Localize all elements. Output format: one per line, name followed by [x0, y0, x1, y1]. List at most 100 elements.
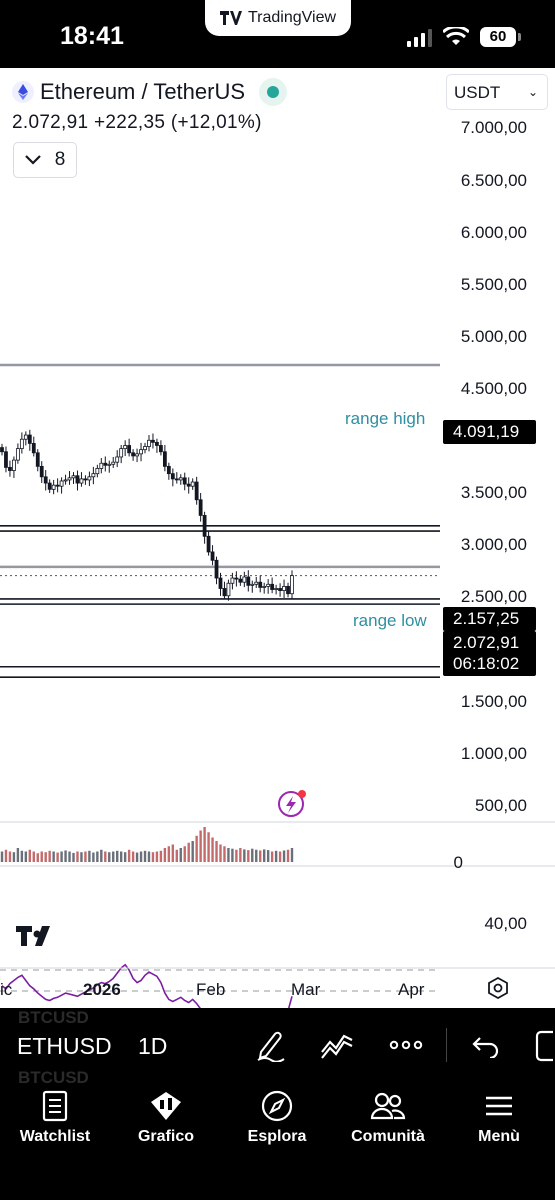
time-axis-label: 2026 — [83, 980, 121, 999]
volume-bar — [143, 850, 147, 862]
symbol-search-button[interactable]: ETHUSD — [17, 1033, 112, 1059]
candle-body — [230, 577, 235, 584]
candle-body — [218, 577, 223, 589]
last-price-tag: 2.072,91 — [443, 631, 536, 655]
candle-body — [202, 515, 207, 537]
price-axis-label: 1.000,00 — [460, 744, 527, 763]
more-icon[interactable] — [389, 1040, 423, 1050]
volume-bar — [211, 837, 214, 862]
chart-settings-icon[interactable] — [487, 977, 509, 999]
candle-body — [290, 575, 294, 595]
range-high-label[interactable]: range high — [345, 409, 426, 428]
volume-bar — [274, 850, 278, 862]
candle-body — [222, 588, 227, 597]
volume-bar — [167, 846, 171, 862]
candle-body — [115, 456, 120, 463]
candle-body — [8, 467, 12, 471]
symbol-title: Ethereum / TetherUS — [40, 79, 246, 104]
candle-body — [131, 452, 135, 457]
currency-select[interactable]: USDT ⌄ — [446, 74, 548, 110]
alert-flash-icon[interactable] — [278, 790, 306, 817]
candle-body — [55, 484, 60, 487]
candle-body — [190, 481, 195, 487]
nav-explore[interactable]: Esplora — [222, 1090, 332, 1146]
price-axis-label: 1.500,00 — [460, 692, 527, 711]
time-axis-label: ic — [0, 980, 13, 999]
candle-body — [47, 482, 52, 490]
candle-body — [242, 576, 247, 583]
drawing-pen-icon[interactable] — [255, 1028, 287, 1062]
price-axis-label: 5.500,00 — [460, 275, 527, 294]
volume-bar — [251, 848, 254, 862]
candle-body — [15, 448, 20, 461]
volume-bar — [266, 850, 270, 862]
candle-body — [143, 446, 147, 451]
candle-body — [4, 451, 8, 468]
nav-community[interactable]: Comunità — [333, 1090, 443, 1146]
volume-bar — [48, 850, 51, 862]
candle-body — [103, 462, 108, 466]
volume-bar — [52, 851, 55, 862]
volume-bar — [60, 851, 63, 862]
volume-bar — [88, 850, 91, 862]
candle-body — [182, 477, 187, 485]
candle-body — [278, 588, 282, 591]
volume-bar — [20, 850, 24, 862]
rsi-line — [1, 963, 293, 1008]
chart-plot[interactable] — [0, 68, 555, 1008]
nav-watchlist[interactable]: Watchlist — [0, 1090, 110, 1146]
volume-bar — [135, 852, 139, 862]
volume-bar — [56, 852, 59, 862]
tradingview-watermark-icon — [16, 926, 50, 946]
volume-bar — [199, 830, 202, 862]
candle-body — [23, 434, 28, 440]
volume-bar — [112, 851, 115, 862]
fullscreen-icon[interactable] — [535, 1030, 555, 1062]
price-axis-label: 4.500,00 — [460, 379, 527, 398]
candle-body — [147, 439, 151, 447]
tradingview-pill[interactable]: TradingView — [205, 0, 351, 36]
chart-area[interactable] — [0, 68, 555, 1008]
volume-bar — [64, 850, 67, 862]
price-axis-label: 6.500,00 — [460, 171, 527, 190]
candle-body — [226, 582, 231, 597]
rsi-axis-label: 40,00 — [484, 914, 527, 933]
nav-label: Menù — [478, 1128, 520, 1145]
undo-icon[interactable] — [472, 1034, 500, 1058]
indicators-toggle-button[interactable]: 8 — [13, 142, 77, 178]
volume-bar — [262, 849, 266, 862]
volume-bar — [104, 851, 107, 862]
candle-body — [43, 476, 48, 484]
price-axis-label: 5.000,00 — [460, 327, 527, 346]
volume-bar — [8, 851, 12, 862]
chart-icon — [151, 1092, 181, 1120]
battery-icon: 60 — [480, 27, 516, 47]
symbol-header[interactable]: Ethereum / TetherUS — [12, 78, 288, 106]
nav-menu[interactable]: Menù — [444, 1090, 554, 1146]
candle-countdown-tag: 06:18:02 — [443, 652, 536, 676]
volume-axis-label: 0 — [453, 853, 463, 872]
candle-body — [258, 581, 263, 588]
candle-body — [186, 483, 191, 487]
volume-bar — [290, 848, 294, 862]
candle-body — [87, 476, 92, 481]
interval-button[interactable]: 1D — [138, 1033, 168, 1059]
volume-bar — [227, 848, 230, 862]
volume-bar — [175, 849, 178, 862]
indicators-icon[interactable] — [320, 1028, 354, 1062]
indicator-count: 8 — [54, 149, 66, 170]
wifi-icon — [443, 27, 469, 45]
volume-bar — [151, 852, 155, 862]
menu-icon — [486, 1096, 512, 1116]
nav-chart[interactable]: Grafico — [111, 1090, 221, 1146]
volume-bar — [24, 851, 28, 862]
range-low-label[interactable]: range low — [353, 611, 427, 630]
candle-body — [166, 465, 171, 475]
volume-bar — [215, 841, 218, 862]
volume-bar — [92, 852, 95, 862]
candle-body — [206, 535, 211, 553]
price-axis-label: 2.500,00 — [460, 587, 527, 606]
volume-bar — [270, 851, 274, 862]
volume-bar — [72, 852, 75, 862]
candle-body — [39, 465, 44, 478]
